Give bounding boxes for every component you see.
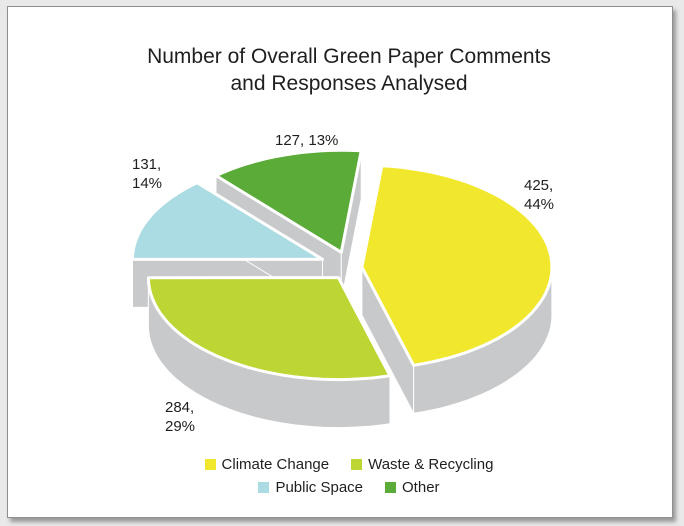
data-label-climate-change-percent: 44% [524,196,555,213]
legend-swatch-waste-recycling [351,459,363,470]
legend-swatch-other [385,482,397,493]
legend-row-1: Climate Change Waste & Recycling [0,456,684,473]
pie-slice-waste-recycling [146,276,392,382]
legend-item-climate-change: Climate Change [204,456,330,473]
data-label-climate-change: 425, 44% [524,176,554,214]
data-label-other: 127, 13% [275,131,338,150]
legend-swatch-public-space [258,482,270,493]
legend-swatch-climate-change [204,459,216,470]
chart-title-line-1: Number of Overall Green Paper Comments [147,45,551,68]
data-label-waste-recycling: 284, 29% [165,398,195,436]
data-label-public-space: 131, 14% [132,155,162,193]
data-label-public-space-percent: 14% [132,175,163,192]
pie-slice-public-space [131,181,324,261]
data-label-waste-recycling-value: 284, [165,399,195,416]
data-label-public-space-value: 131, [132,156,162,173]
legend-row-2: Public Space Other [0,479,684,496]
chart-title-line-2: and Responses Analysed [230,72,468,95]
legend-label-other: Other [402,479,440,496]
legend-item-waste-recycling: Waste & Recycling [351,456,493,473]
data-label-climate-change-value: 425, [524,177,554,194]
chart-title: Number of Overall Green Paper Comments a… [0,43,684,97]
legend-item-other: Other [385,479,440,496]
data-label-other-value: 127, 13% [275,132,339,149]
legend-item-public-space: Public Space [258,479,363,496]
legend-label-public-space: Public Space [275,479,364,496]
legend-label-climate-change: Climate Change [221,456,330,473]
pie-slice-climate-change [360,164,554,367]
pie-slice-other [214,148,363,254]
legend-label-waste-recycling: Waste & Recycling [368,456,494,473]
data-label-waste-recycling-percent: 29% [165,418,196,435]
